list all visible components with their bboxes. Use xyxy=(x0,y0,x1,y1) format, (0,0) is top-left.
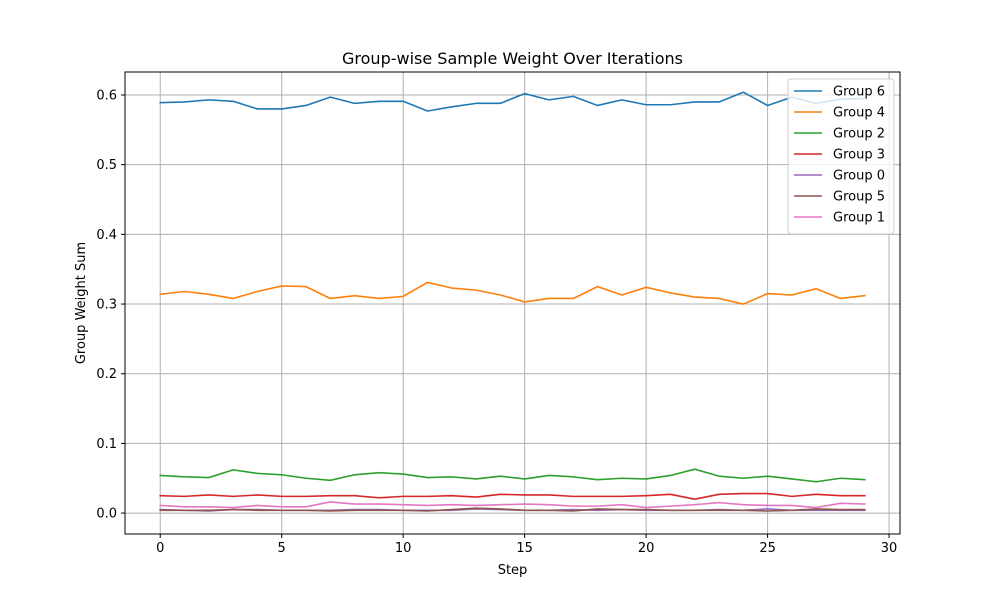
legend: Group 6 Group 4 Group 2 Group 3 Group 0 Group… xyxy=(787,78,895,235)
legend-label: Group 0 xyxy=(833,169,885,184)
chart-title: Group-wise Sample Weight Over Iterations xyxy=(342,49,683,68)
legend-label: Group 6 xyxy=(833,85,885,100)
series-line-group-2 xyxy=(159,468,866,483)
legend-label: Group 2 xyxy=(833,127,885,142)
y-tick-label: 0.2 xyxy=(96,367,117,382)
plot-frame xyxy=(124,71,901,535)
x-tick-label: 30 xyxy=(881,541,898,556)
y-axis-label: Group Weight Sum xyxy=(74,242,89,364)
legend-label: Group 5 xyxy=(833,190,885,205)
y-tick-label: 0.3 xyxy=(96,298,117,313)
y-tick-label: 0.1 xyxy=(96,437,117,452)
x-axis-label: Step xyxy=(498,563,528,578)
x-tick-label: 10 xyxy=(395,541,412,556)
x-tick-label: 20 xyxy=(638,541,655,556)
y-tick-label: 0.5 xyxy=(96,158,117,173)
legend-label: Group 1 xyxy=(833,211,885,226)
x-tick-label: 25 xyxy=(759,541,776,556)
series-line-group-4 xyxy=(159,281,866,305)
y-tick-label: 0.0 xyxy=(96,507,117,522)
series-line-group-6 xyxy=(159,91,866,112)
series-group xyxy=(159,91,866,512)
legend-label: Group 4 xyxy=(833,106,885,121)
series-line-group-3 xyxy=(159,492,866,500)
x-tick-label: 5 xyxy=(278,541,286,556)
series-line-group-1 xyxy=(159,501,866,509)
x-tick-label: 15 xyxy=(516,541,533,556)
series-line-group-5 xyxy=(159,507,866,512)
ticks: 0 5 10 15 20 25 30 0.0 0.1 0.2 0.3 0.4 0.5 0.6 xyxy=(96,88,897,556)
grid xyxy=(125,72,900,534)
legend-label: Group 3 xyxy=(833,148,885,163)
y-tick-label: 0.4 xyxy=(96,228,117,243)
x-tick-label: 0 xyxy=(156,541,164,556)
y-tick-label: 0.6 xyxy=(96,88,117,103)
